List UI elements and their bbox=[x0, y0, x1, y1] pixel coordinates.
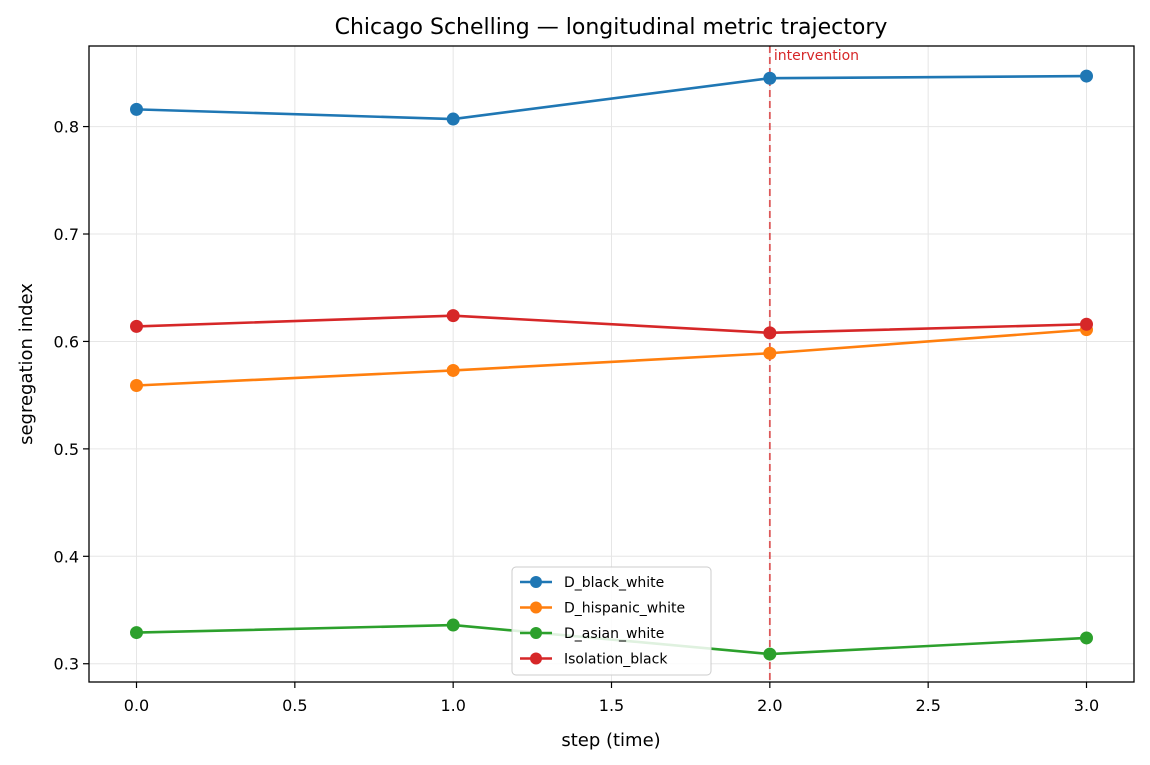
chart-title: Chicago Schelling — longitudinal metric … bbox=[335, 15, 888, 40]
y-tick-label: 0.3 bbox=[54, 655, 79, 674]
legend-label: Isolation_black bbox=[564, 652, 668, 668]
x-tick-label: 2.5 bbox=[915, 696, 940, 715]
data-point-D_asian_white bbox=[763, 647, 777, 661]
data-point-D_black_white bbox=[446, 112, 460, 126]
x-axis-label: step (time) bbox=[561, 730, 660, 751]
legend-swatch-marker bbox=[530, 601, 542, 614]
data-point-D_hispanic_white bbox=[130, 378, 143, 392]
legend-swatch-marker bbox=[530, 652, 542, 665]
y-tick-label: 0.5 bbox=[54, 440, 79, 459]
annotations: intervention bbox=[768, 46, 859, 682]
ticks: 0.0 0.5 1.0 1.5 2.0 2.5 3.0 0.3 0.4 0.5 0.6 0.7 0.8 bbox=[54, 118, 1100, 715]
legend-swatch-marker bbox=[530, 627, 542, 639]
legend-label: D_black_white bbox=[564, 575, 664, 591]
x-tick-label: 0.0 bbox=[124, 696, 149, 715]
x-tick-label: 1.0 bbox=[440, 696, 465, 715]
legend-label: D_asian_white bbox=[564, 626, 664, 642]
series-line-Isolation_black bbox=[136, 314, 1087, 335]
grid bbox=[89, 46, 1134, 682]
x-tick-label: 1.5 bbox=[599, 696, 624, 715]
data-point-D_hispanic_white bbox=[763, 346, 777, 360]
series-line-D_hispanic_white bbox=[136, 328, 1087, 387]
data-point-Isolation_black bbox=[1080, 317, 1093, 331]
legend: D_black_white D_hispanic_white D_asian_whi… bbox=[511, 566, 712, 676]
legend-swatch-marker bbox=[530, 576, 542, 588]
data-point-D_black_white bbox=[1080, 69, 1093, 83]
x-tick-label: 2.0 bbox=[757, 696, 782, 715]
series-line-D_black_white bbox=[136, 74, 1087, 121]
y-tick-label: 0.4 bbox=[54, 547, 79, 566]
data-point-Isolation_black bbox=[763, 326, 777, 340]
legend-label: D_hispanic_white bbox=[564, 601, 685, 617]
y-tick-label: 0.6 bbox=[54, 332, 79, 351]
legend-box bbox=[511, 566, 712, 676]
x-tick-label: 3.0 bbox=[1074, 696, 1099, 715]
data-point-D_hispanic_white bbox=[446, 363, 460, 377]
y-tick-label: 0.7 bbox=[54, 225, 79, 244]
data-point-D_black_white bbox=[130, 102, 143, 116]
intervention-label: intervention bbox=[774, 48, 859, 64]
y-tick-label: 0.8 bbox=[54, 118, 79, 137]
data-point-Isolation_black bbox=[446, 309, 460, 323]
data-point-D_asian_white bbox=[130, 626, 143, 640]
data-point-Isolation_black bbox=[130, 319, 143, 333]
data-point-D_black_white bbox=[763, 71, 777, 85]
y-axis-label: segregation index bbox=[16, 283, 37, 445]
data-point-D_asian_white bbox=[446, 618, 460, 632]
x-tick-label: 0.5 bbox=[282, 696, 307, 715]
data-point-D_asian_white bbox=[1080, 631, 1093, 645]
